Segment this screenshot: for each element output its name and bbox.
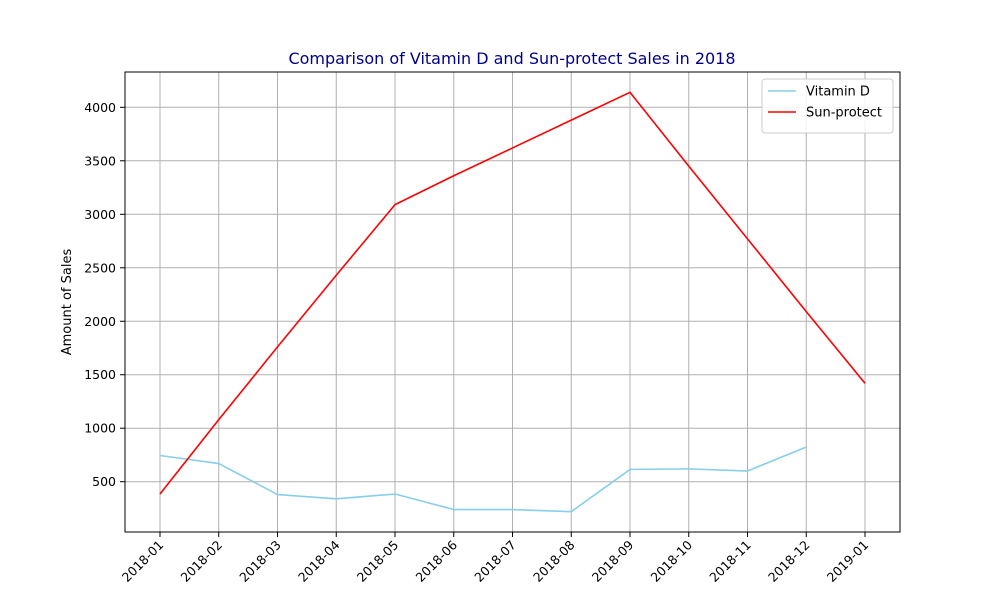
x-tick-label: 2019-01 — [824, 537, 872, 585]
legend-box — [761, 78, 894, 134]
y-tick-label: 500 — [92, 474, 116, 489]
legend: Vitamin D Sun-protect — [761, 78, 894, 134]
x-tick-label: 2018-08 — [530, 537, 578, 585]
chart-title: Comparison of Vitamin D and Sun-protect … — [288, 49, 735, 68]
y-tick-label: 1500 — [84, 367, 116, 382]
x-tick-label: 2018-07 — [471, 537, 519, 585]
x-tick-label: 2018-02 — [178, 537, 226, 585]
legend-label: Sun-protect — [806, 106, 882, 121]
y-axis-label: Amount of Sales — [60, 249, 75, 356]
y-tick-label: 2500 — [84, 260, 116, 275]
y-tick-label: 3500 — [84, 153, 116, 168]
series-line-vitamin-d — [159, 446, 807, 513]
x-tick-label: 2018-09 — [589, 537, 637, 585]
x-tick-label: 2018-06 — [413, 537, 461, 585]
y-tick-label: 2000 — [84, 314, 116, 329]
x-tick-label: 2018-12 — [765, 537, 813, 585]
legend-label: Vitamin D — [806, 85, 870, 100]
x-tick-label: 2018-05 — [354, 537, 402, 585]
y-axis-ticks: 500 1000 1500 2000 2500 3000 3500 4000 — [84, 100, 125, 489]
grid — [125, 72, 900, 532]
x-tick-label: 2018-04 — [295, 537, 343, 585]
series-lines — [159, 91, 866, 513]
x-tick-label: 2018-10 — [648, 537, 696, 585]
x-axis-ticks: 2018-01 2018-02 2018-03 2018-04 2018-05 2018-… — [119, 532, 872, 585]
y-tick-label: 1000 — [84, 421, 116, 436]
y-tick-label: 3000 — [84, 207, 116, 222]
y-tick-label: 4000 — [84, 100, 116, 115]
series-line-sun-protect — [159, 91, 866, 495]
x-tick-label: 2018-01 — [119, 537, 167, 585]
x-tick-label: 2018-11 — [706, 537, 754, 585]
x-tick-label: 2018-03 — [236, 537, 284, 585]
